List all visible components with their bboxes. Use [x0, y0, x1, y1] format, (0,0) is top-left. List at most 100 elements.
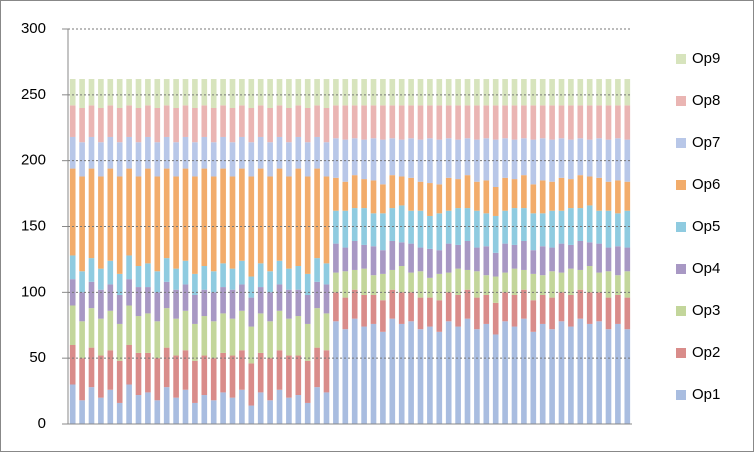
bar-segment — [586, 323, 593, 424]
bar-segment — [568, 79, 574, 106]
bar-segment — [568, 105, 574, 140]
bar-segment — [173, 108, 179, 143]
bar-segment — [455, 179, 461, 209]
bar-segment — [248, 276, 255, 298]
y-tick-label: 250 — [21, 86, 46, 103]
bar-segment — [558, 210, 565, 244]
bar-segment — [69, 255, 76, 280]
bar-segment — [182, 310, 189, 351]
bar-segment — [69, 384, 76, 424]
bar-segment — [408, 138, 414, 178]
bar-segment — [88, 136, 95, 169]
bar-segment — [257, 168, 264, 264]
bar-segment — [558, 243, 565, 273]
legend-swatch — [676, 222, 686, 232]
bar-segment — [116, 323, 123, 361]
bar-segment — [88, 281, 95, 309]
legend-label: Op1 — [692, 386, 720, 403]
legend-swatch — [676, 138, 686, 148]
bar-segment — [558, 321, 565, 424]
bar-segment — [539, 246, 546, 276]
bar-segment — [295, 79, 302, 106]
bar-segment — [398, 79, 405, 106]
bar-segment — [530, 105, 537, 140]
bar-segment — [145, 352, 151, 393]
bar-segment — [596, 138, 602, 178]
bar-segment — [436, 250, 443, 274]
bar-segment — [624, 297, 631, 330]
bar-segment — [502, 243, 508, 273]
bar-segment — [474, 79, 480, 106]
bar-segment — [586, 139, 593, 177]
bar-segment — [483, 246, 490, 276]
bar-segment — [408, 292, 414, 322]
legend-swatch — [676, 96, 686, 106]
bar-segment — [248, 363, 255, 406]
bar-segment — [370, 294, 377, 324]
bar-segment — [577, 175, 584, 209]
bar-segment — [145, 263, 151, 288]
legend-label: Op3 — [692, 302, 720, 319]
bar-segment — [455, 244, 461, 269]
bar-segment — [605, 105, 612, 140]
bar-segment — [605, 247, 612, 272]
bar-segment — [474, 297, 480, 330]
bar-segment — [558, 272, 565, 293]
bar-segment — [163, 258, 170, 282]
bar-segment — [511, 139, 518, 180]
bar-segment — [370, 213, 377, 247]
bar-segment — [445, 321, 452, 424]
bar-segment — [624, 181, 631, 211]
bar-segment — [201, 79, 208, 106]
bar-segment — [492, 105, 499, 140]
bar-segment — [248, 297, 255, 327]
bar-segment — [314, 105, 320, 137]
bar-segment — [427, 79, 433, 106]
bar-segment — [192, 402, 198, 424]
bar-segment — [248, 108, 255, 143]
bar-segment — [286, 268, 292, 290]
bar-segment — [107, 389, 114, 424]
bar-segment — [201, 266, 208, 290]
bar-segment — [351, 208, 358, 241]
bar-segment — [116, 176, 123, 274]
bar-segment — [511, 208, 518, 245]
bar-segment — [464, 208, 471, 241]
bar-segment — [333, 272, 339, 293]
bar-segment — [436, 105, 443, 140]
bar-segment — [304, 273, 311, 295]
bar-segment — [464, 175, 471, 209]
bar-segment — [267, 271, 273, 293]
bar-segment — [323, 108, 330, 143]
bar-segment — [154, 292, 161, 322]
bar-segment — [220, 136, 226, 169]
bar-segment — [248, 79, 255, 108]
bar-segment — [361, 326, 367, 424]
bar-segment — [417, 79, 424, 106]
bar-segment — [69, 79, 76, 106]
bar-segment — [408, 177, 414, 211]
bar-segment — [116, 360, 123, 403]
bar-segment — [323, 284, 330, 314]
bar-segment — [163, 79, 170, 106]
bar-segment — [624, 271, 631, 298]
bar-segment — [596, 177, 602, 211]
bar-segment — [408, 79, 414, 106]
bar-segment — [276, 136, 283, 169]
bar-segment — [248, 405, 255, 424]
bar-segment — [201, 316, 208, 356]
bar-segment — [323, 79, 330, 108]
bar-segment — [295, 395, 302, 424]
bar-segment — [182, 284, 189, 311]
bar-segment — [145, 392, 151, 424]
bar-segment — [173, 289, 179, 319]
bar-segment — [389, 79, 396, 106]
bar-segment — [427, 326, 433, 424]
bar-segment — [210, 358, 217, 401]
bar-segment — [502, 210, 508, 244]
bar-segment — [126, 345, 132, 385]
bar-segment — [568, 294, 574, 327]
bar-segment — [229, 108, 236, 143]
bar-segment — [389, 289, 396, 319]
bar-segment — [492, 139, 499, 187]
